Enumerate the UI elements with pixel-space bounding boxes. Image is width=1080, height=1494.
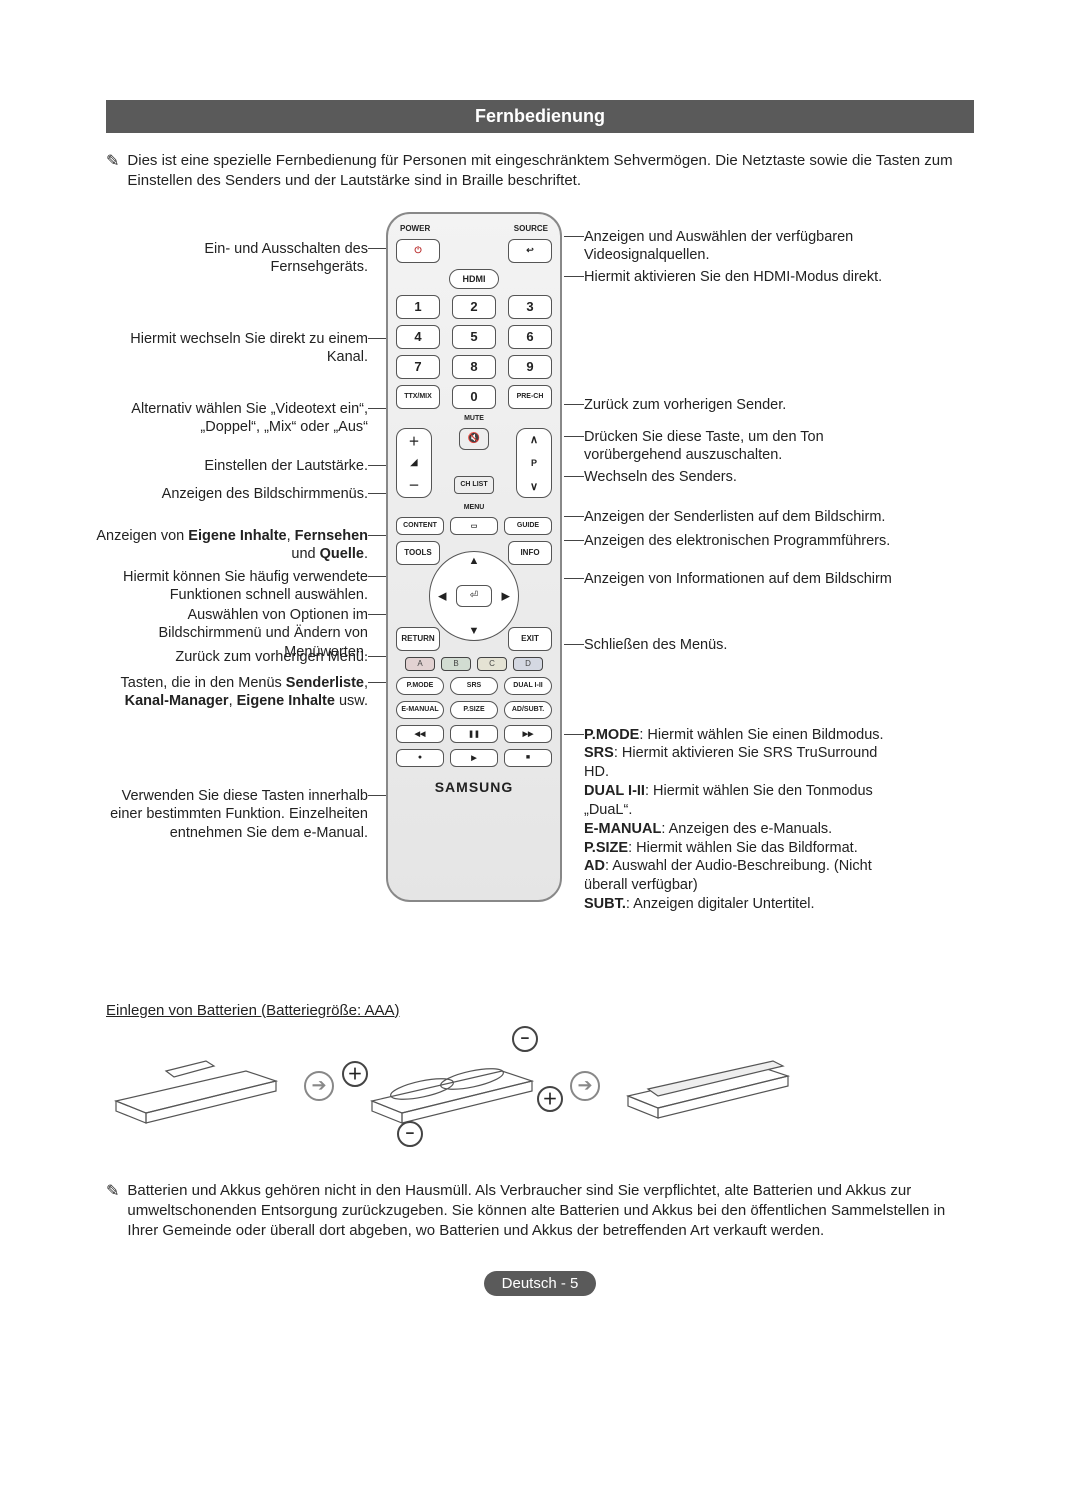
emanual-button[interactable]: E-MANUAL: [396, 701, 444, 719]
content-button[interactable]: CONTENT: [396, 517, 444, 535]
callout-function-keys: P.MODE: Hiermit wählen Sie einen Bildmod…: [584, 726, 904, 914]
polarity-plus-icon: ＋: [537, 1086, 563, 1112]
remote-body: POWER SOURCE ⏻ ↩ HDMI 1 2 3 4 5 6: [386, 212, 562, 902]
polarity-minus-icon: −: [512, 1026, 538, 1052]
num-8[interactable]: 8: [452, 355, 496, 379]
callout-transport: Verwenden Sie diese Tasten innerhalb ein…: [106, 787, 368, 844]
battery-step1-icon: [106, 1041, 286, 1131]
page-footer: Deutsch - 5: [106, 1271, 974, 1296]
callout-mute: Drücken Sie diese Taste, um den Ton vorü…: [584, 428, 894, 466]
power-button[interactable]: ⏻: [396, 239, 440, 263]
rewind-button[interactable]: ◀◀: [396, 725, 444, 743]
callout-color-btns: Tasten, die in den Menüs Senderliste, Ka…: [106, 674, 368, 712]
srs-button[interactable]: SRS: [450, 677, 498, 695]
battery-step3-icon: [618, 1041, 798, 1131]
step-arrow-icon: ➔: [304, 1071, 334, 1101]
num-0[interactable]: 0: [452, 385, 496, 409]
intro-note-text: Dies ist eine spezielle Fernbedienung fü…: [127, 151, 974, 192]
exit-button[interactable]: EXIT: [508, 627, 552, 651]
battery-heading: Einlegen von Batterien (Batteriegröße: A…: [106, 1002, 974, 1019]
play-button[interactable]: ▶: [450, 749, 498, 767]
prech-button[interactable]: PRE-CH: [508, 385, 552, 409]
callout-hdmi: Hiermit aktivieren Sie den HDMI-Modus di…: [584, 268, 894, 287]
num-7[interactable]: 7: [396, 355, 440, 379]
volume-rocker[interactable]: ＋ ◢ －: [396, 428, 432, 498]
stop-button[interactable]: ■: [504, 749, 552, 767]
dual-button[interactable]: DUAL I-II: [504, 677, 552, 695]
callout-ch: Wechseln des Senders.: [584, 468, 894, 487]
remote-top-labels: POWER SOURCE: [396, 224, 552, 233]
mute-label: MUTE: [396, 415, 552, 422]
num-5[interactable]: 5: [452, 325, 496, 349]
return-button[interactable]: RETURN: [396, 627, 440, 651]
dpad: TOOLS INFO RETURN EXIT ▲ ▼ ◀ ▶ ⏎: [396, 541, 552, 651]
num-2[interactable]: 2: [452, 295, 496, 319]
step-arrow-icon: ➔: [570, 1071, 600, 1101]
callout-power: Ein- und Ausschalten des Fernsehgeräts.: [106, 240, 368, 278]
num-9[interactable]: 9: [508, 355, 552, 379]
pause-button[interactable]: ❚❚: [450, 725, 498, 743]
num-6[interactable]: 6: [508, 325, 552, 349]
adsubt-button[interactable]: AD/SUBT.: [504, 701, 552, 719]
record-button[interactable]: ●: [396, 749, 444, 767]
callout-return: Zurück zum vorherigen Menü.: [106, 648, 368, 667]
source-button[interactable]: ↩: [508, 239, 552, 263]
num-4[interactable]: 4: [396, 325, 440, 349]
callout-info: Anzeigen von Informationen auf dem Bilds…: [584, 570, 894, 589]
mute-button[interactable]: 🔇: [459, 428, 489, 450]
color-a[interactable]: A: [405, 657, 435, 671]
enter-button[interactable]: ⏎: [456, 585, 492, 607]
dpad-up[interactable]: ▲: [469, 555, 480, 567]
color-buttons-row: A B C D: [396, 657, 552, 671]
brand-label: SAMSUNG: [396, 779, 552, 795]
page-number-badge: Deutsch - 5: [484, 1271, 597, 1296]
num-3[interactable]: 3: [508, 295, 552, 319]
info-button[interactable]: INFO: [508, 541, 552, 565]
callout-prech: Zurück zum vorherigen Sender.: [584, 396, 894, 415]
polarity-minus-icon: −: [397, 1121, 423, 1147]
hdmi-button[interactable]: HDMI: [449, 269, 499, 289]
menu-button[interactable]: ▭: [450, 517, 498, 535]
callout-source: Anzeigen und Auswählen der verfügbaren V…: [584, 228, 894, 266]
callout-exit: Schließen des Menüs.: [584, 636, 894, 655]
channel-rocker[interactable]: ∧ P ∨: [516, 428, 552, 498]
color-d[interactable]: D: [513, 657, 543, 671]
remote-diagram: Ein- und Ausschalten des Fernsehgeräts. …: [106, 212, 974, 972]
ff-button[interactable]: ▶▶: [504, 725, 552, 743]
dpad-left[interactable]: ◀: [438, 589, 446, 602]
pmode-button[interactable]: P.MODE: [396, 677, 444, 695]
dpad-down[interactable]: ▼: [469, 625, 480, 637]
polarity-plus-icon: ＋: [342, 1061, 368, 1087]
callout-osd: Anzeigen des Bildschirmmenüs.: [106, 485, 368, 504]
battery-diagram-row: ➔ − ＋ − ＋ ➔: [106, 1031, 974, 1141]
disposal-note-text: Batterien und Akkus gehören nicht in den…: [127, 1181, 974, 1242]
callout-tools: Hiermit können Sie häufig verwendete Fun…: [106, 568, 368, 606]
menu-label: MENU: [396, 504, 552, 511]
color-c[interactable]: C: [477, 657, 507, 671]
callout-content: Anzeigen von Eigene Inhalte, Fernsehen u…: [96, 527, 368, 565]
tools-button[interactable]: TOOLS: [396, 541, 440, 565]
num-1[interactable]: 1: [396, 295, 440, 319]
section-title: Fernbedienung: [106, 100, 974, 133]
disposal-note: ✎ Batterien und Akkus gehören nicht in d…: [106, 1181, 974, 1242]
callout-guide: Anzeigen des elektronischen Programmführ…: [584, 532, 894, 551]
psize-button[interactable]: P.SIZE: [450, 701, 498, 719]
intro-note: ✎ Dies ist eine spezielle Fernbedienung …: [106, 151, 974, 192]
chlist-button[interactable]: CH LIST: [454, 476, 494, 494]
color-b[interactable]: B: [441, 657, 471, 671]
note-icon: ✎: [106, 1181, 119, 1242]
page: Fernbedienung ✎ Dies ist eine spezielle …: [0, 0, 1080, 1336]
callout-ttx: Alternativ wählen Sie „Videotext ein“, „…: [106, 400, 368, 438]
guide-button[interactable]: GUIDE: [504, 517, 552, 535]
ttx-button[interactable]: TTX/MIX: [396, 385, 440, 409]
note-icon: ✎: [106, 151, 119, 192]
callout-volume: Einstellen der Lautstärke.: [106, 457, 368, 476]
callout-chlist: Anzeigen der Senderlisten auf dem Bildsc…: [584, 508, 914, 527]
callout-direct-channel: Hiermit wechseln Sie direkt zu einem Kan…: [106, 330, 368, 368]
dpad-right[interactable]: ▶: [502, 589, 510, 602]
